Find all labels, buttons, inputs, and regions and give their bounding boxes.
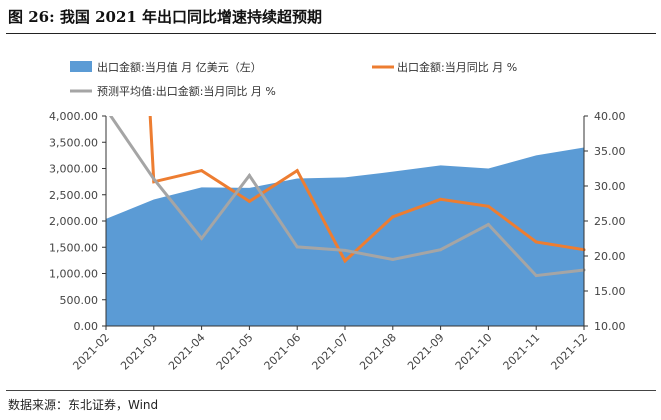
left-tick-label: 4,000.00: [49, 110, 98, 123]
yoy-point-2021-07: [343, 259, 347, 263]
source-divider: [6, 390, 656, 391]
forecast-point-2021-09: [439, 248, 443, 252]
forecast-point-2021-05: [247, 174, 251, 177]
figure-title: 图 26: 我国 2021 年出口同比增速持续超预期: [8, 8, 323, 26]
area-point-2021-05: [248, 187, 250, 189]
x-tick-label: 2021-04: [166, 331, 208, 373]
left-tick-label: 1,500.00: [49, 241, 98, 254]
yoy-point-2021-09: [439, 197, 443, 201]
legend-swatch-area: [70, 61, 92, 72]
forecast-point-2021-10: [486, 223, 490, 226]
x-tick-label: 2021-09: [405, 331, 447, 373]
yoy-point-2021-06: [295, 169, 299, 173]
right-tick-label: 15.00: [594, 285, 626, 298]
right-tick-label: 10.00: [594, 320, 626, 333]
left-tick-label: 0.00: [74, 320, 99, 333]
right-tick-label: 40.00: [594, 110, 626, 123]
yoy-point-2021-10: [486, 204, 490, 208]
right-tick-label: 25.00: [594, 215, 626, 228]
yoy-point-2021-04: [200, 169, 204, 173]
x-tick-label: 2021-06: [262, 331, 304, 373]
forecast-point-2021-11: [534, 274, 538, 278]
x-tick-label: 2021-12: [548, 331, 590, 373]
area-point-2021-06: [296, 177, 298, 179]
x-tick-label: 2021-07: [309, 331, 351, 373]
left-tick-label: 3,500.00: [49, 136, 98, 149]
area-series-export-value: [106, 147, 584, 326]
title-divider: [6, 33, 656, 34]
yoy-point-2021-08: [391, 215, 395, 219]
x-tick-label: 2021-02: [70, 331, 112, 373]
area-point-2021-10: [487, 167, 489, 169]
area-point-2021-08: [392, 170, 394, 172]
x-tick-label: 2021-03: [118, 331, 160, 373]
right-tick-label: 20.00: [594, 250, 626, 263]
forecast-point-2021-08: [391, 258, 395, 261]
legend-label-yoy: 出口金额:当月同比 月 %: [397, 60, 517, 74]
source-note: 数据来源：东北证券，Wind: [8, 398, 159, 412]
left-tick-label: 500.00: [60, 294, 99, 307]
forecast-point-2021-03: [152, 177, 156, 181]
area-point-2021-09: [439, 164, 441, 166]
area-point-2021-11: [535, 154, 537, 156]
yoy-point-2021-11: [534, 240, 538, 244]
forecast-point-2021-04: [200, 237, 204, 240]
legend-label-area: 出口金额:当月值 月 亿美元（左）: [97, 60, 262, 74]
area-point-2021-04: [200, 186, 202, 188]
forecast-point-2021-07: [343, 248, 347, 252]
left-tick-label: 3,000.00: [49, 163, 98, 176]
x-tick-label: 2021-08: [357, 331, 399, 373]
x-tick-label: 2021-11: [501, 331, 543, 373]
chart: 出口金额:当月值 月 亿美元（左） 出口金额:当月同比 月 % 预测平均值:出口金额…: [49, 60, 626, 373]
forecast-point-2021-02: [105, 108, 108, 111]
legend-label-forecast: 预测平均值:出口金额:当月同比 月 %: [97, 84, 276, 98]
left-tick-label: 2,500.00: [49, 189, 98, 202]
left-tick-label: 1,000.00: [49, 268, 98, 281]
area-point-2021-07: [344, 176, 346, 178]
right-tick-label: 30.00: [594, 180, 626, 193]
right-tick-label: 35.00: [594, 145, 626, 158]
x-tick-label: 2021-10: [453, 331, 495, 373]
area-point-2021-03: [153, 198, 155, 200]
yoy-point-2021-05: [247, 199, 251, 203]
left-tick-label: 2,000.00: [49, 215, 98, 228]
x-tick-label: 2021-05: [214, 331, 256, 373]
forecast-point-2021-06: [295, 245, 299, 249]
